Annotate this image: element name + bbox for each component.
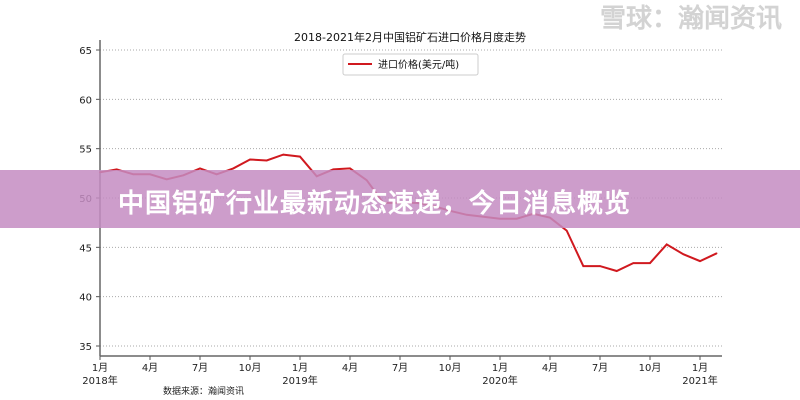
data-point xyxy=(332,168,335,171)
x-tick-label: 7月 xyxy=(192,362,208,374)
data-point xyxy=(232,167,235,170)
x-tick-label: 4月 xyxy=(142,362,158,374)
data-point xyxy=(615,270,618,272)
data-point xyxy=(299,155,301,158)
x-tick-label: 10月 xyxy=(439,362,462,374)
x-tick-label: 1月 xyxy=(292,362,308,374)
data-point xyxy=(699,260,701,262)
data-point xyxy=(265,159,268,162)
axes: 354045505560651月2018年4月7月10月1月2019年4月7月1… xyxy=(79,40,722,387)
legend-label: 进口价格(美元/吨) xyxy=(378,58,459,71)
data-point xyxy=(682,253,685,256)
x-tick-year-label: 2020年 xyxy=(482,374,517,387)
x-tick-label: 7月 xyxy=(392,362,408,374)
x-tick-year-label: 2019年 xyxy=(282,374,317,387)
legend-box xyxy=(342,53,479,76)
x-tick-label: 10月 xyxy=(639,362,662,374)
x-tick-label: 1月 xyxy=(92,362,108,374)
data-point xyxy=(249,158,251,161)
data-point xyxy=(565,229,568,232)
x-tick-label: 7月 xyxy=(592,362,608,374)
y-tick-label: 60 xyxy=(79,95,92,106)
data-point xyxy=(649,262,651,264)
watermark: 雪球：瀚闻资讯 xyxy=(600,4,783,34)
legend: 进口价格(美元/吨) xyxy=(342,53,479,76)
y-tick-label: 40 xyxy=(79,293,92,304)
y-tick-label: 45 xyxy=(79,243,92,254)
data-point xyxy=(115,168,118,171)
banner-title: 中国铝矿行业最新动态速递，今日消息概览 xyxy=(118,189,632,219)
data-point xyxy=(632,262,635,264)
x-tick-label: 1月 xyxy=(692,362,708,374)
data-point xyxy=(199,167,201,170)
data-point xyxy=(599,265,601,267)
x-tick-label: 10月 xyxy=(239,362,262,374)
data-point xyxy=(282,153,285,156)
y-tick-label: 55 xyxy=(79,145,92,156)
banner xyxy=(0,170,800,228)
data-point xyxy=(582,265,585,267)
data-point xyxy=(349,167,351,170)
x-tick-label: 4月 xyxy=(542,362,558,374)
x-tick-year-label: 2021年 xyxy=(682,374,717,387)
data-point xyxy=(715,252,718,255)
x-tick-year-label: 2018年 xyxy=(82,374,117,387)
chart-title: 2018-2021年2月中国铝矿石进口价格月度走势 xyxy=(294,30,526,44)
y-tick-label: 65 xyxy=(79,46,92,57)
x-tick-label: 1月 xyxy=(492,362,508,374)
y-tick-label: 35 xyxy=(79,342,92,353)
data-point xyxy=(665,243,668,246)
source-note: 数据来源：瀚闻资讯 xyxy=(163,387,245,397)
x-tick-label: 4月 xyxy=(342,362,358,374)
